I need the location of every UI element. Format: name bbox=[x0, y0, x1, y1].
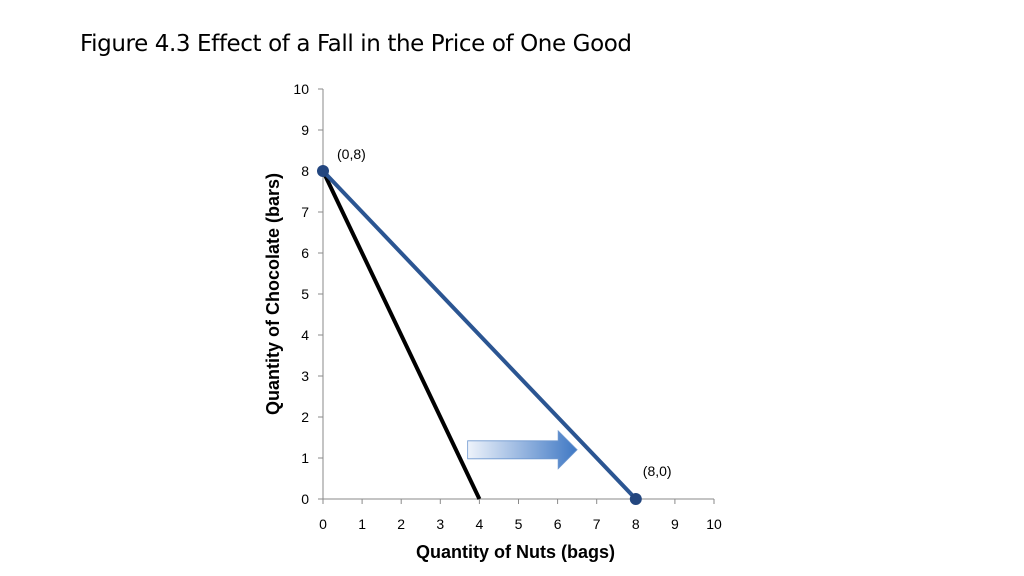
tick-labels: 0 1 2 3 4 5 6 7 8 9 10 0 1 2 3 4 5 6 7 8 9 10 bbox=[293, 81, 722, 532]
y-tick-label: 10 bbox=[293, 81, 309, 97]
y-tick-label: 2 bbox=[301, 409, 309, 425]
annotations bbox=[467, 429, 578, 470]
slide-title: Figure 4.3 Effect of a Fall in the Price… bbox=[80, 31, 632, 57]
x-tick-label: 7 bbox=[593, 516, 601, 532]
data-point-label: (8,0) bbox=[643, 463, 672, 479]
y-tick-label: 4 bbox=[301, 327, 309, 343]
data-point-marker bbox=[629, 493, 642, 505]
x-tick-label: 8 bbox=[632, 516, 640, 532]
data-point-marker bbox=[317, 165, 329, 177]
axes bbox=[318, 88, 715, 504]
x-axis-title: Quantity of Nuts (bags) bbox=[416, 542, 615, 562]
y-axis-title: Quantity of Chocolate (bars) bbox=[263, 173, 283, 415]
y-tick-label: 3 bbox=[301, 368, 309, 384]
new-budget-line bbox=[321, 169, 638, 501]
markers: (0,8) (8,0) bbox=[317, 146, 672, 505]
x-tick-label: 3 bbox=[436, 516, 444, 532]
y-tick-label: 9 bbox=[301, 122, 309, 138]
y-tick-label: 7 bbox=[301, 204, 309, 220]
y-tick-label: 5 bbox=[301, 286, 309, 302]
x-tick-label: 5 bbox=[515, 516, 523, 532]
shift-arrow bbox=[467, 429, 578, 470]
x-tick-label: 1 bbox=[358, 516, 366, 532]
series bbox=[321, 169, 638, 501]
original-budget-line bbox=[321, 170, 482, 500]
y-tick-label: 1 bbox=[301, 450, 309, 466]
data-point-label: (0,8) bbox=[337, 146, 366, 162]
x-tick-label: 2 bbox=[397, 516, 405, 532]
x-tick-label: 6 bbox=[554, 516, 562, 532]
y-tick-label: 0 bbox=[301, 491, 309, 507]
y-tick-label: 6 bbox=[301, 245, 309, 261]
x-tick-label: 10 bbox=[706, 516, 722, 532]
x-tick-label: 0 bbox=[319, 516, 327, 532]
x-tick-label: 9 bbox=[671, 516, 679, 532]
y-tick-label: 8 bbox=[301, 163, 309, 179]
x-tick-label: 4 bbox=[476, 516, 484, 532]
